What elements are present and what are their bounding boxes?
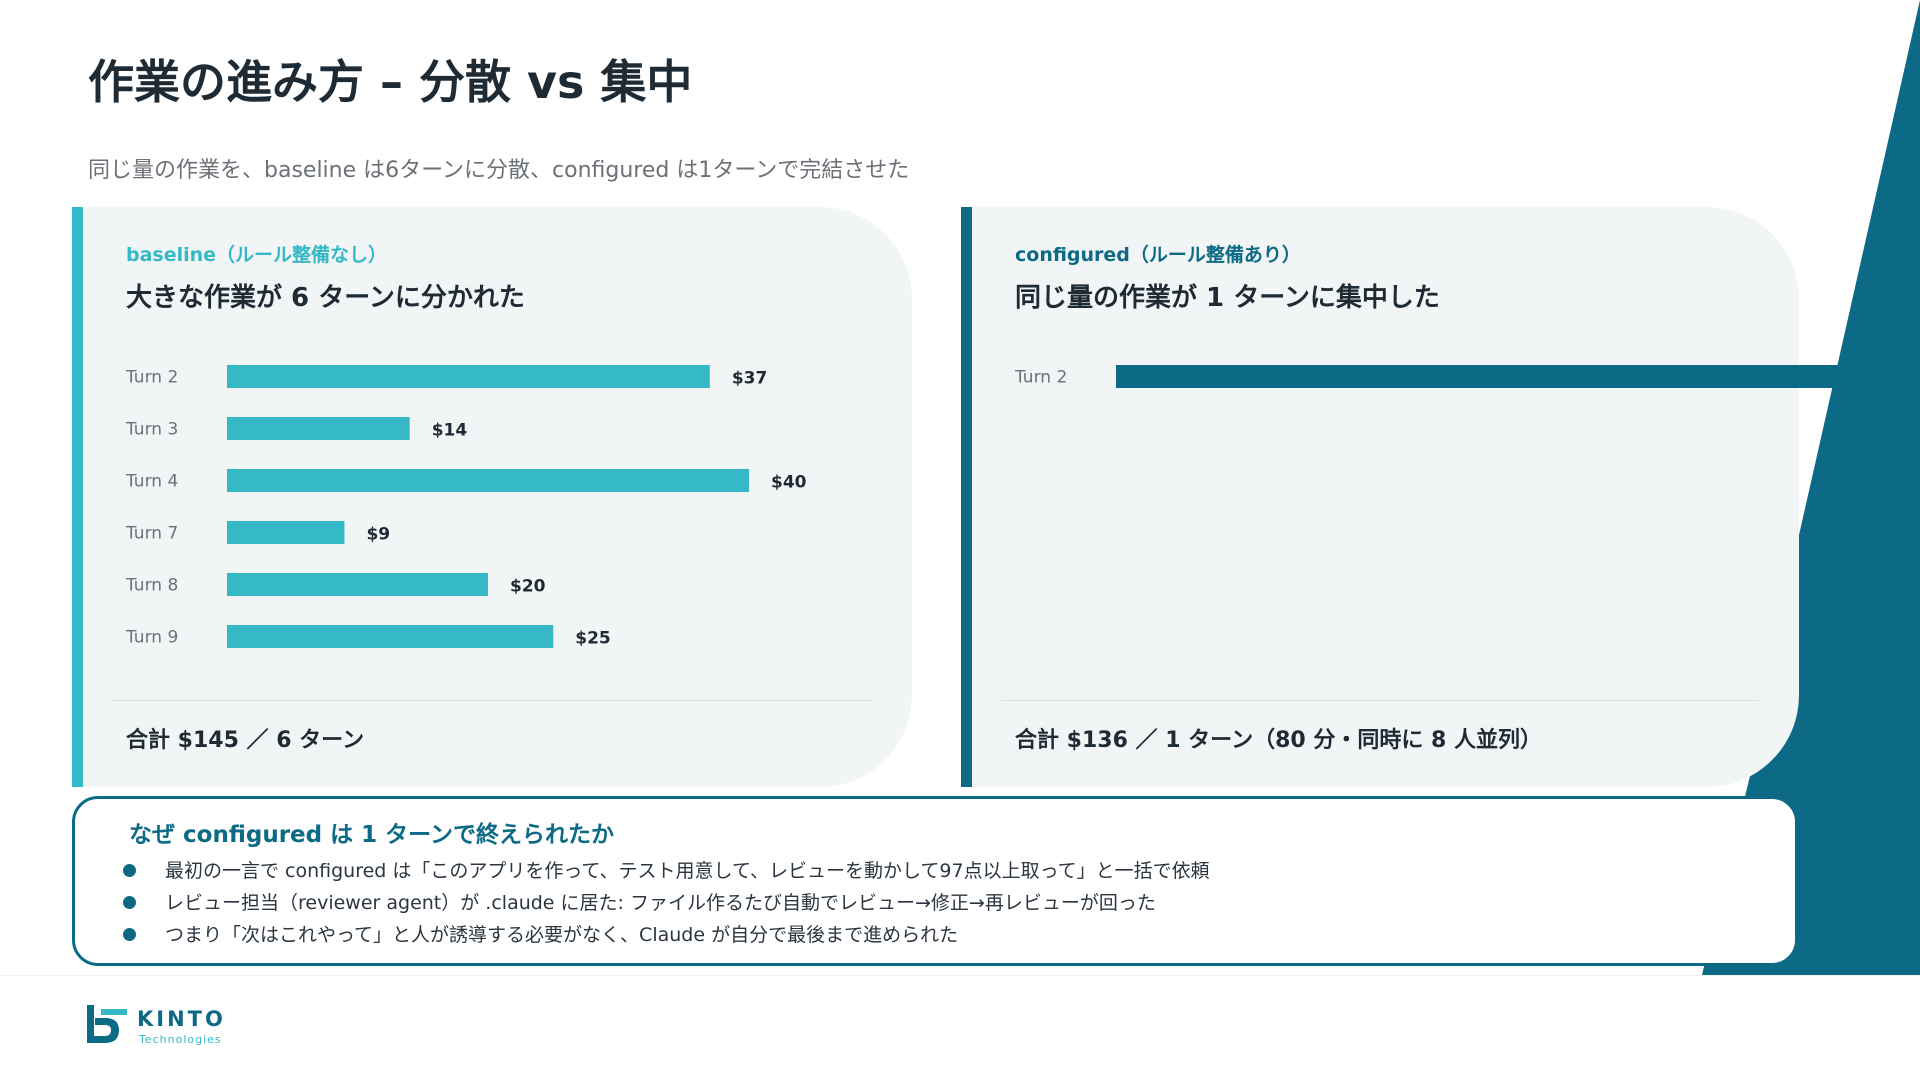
why-list: 最初の一言で configured は「このアプリを作って、テスト用意して、レビ… [119,855,1210,951]
bar [227,469,749,492]
bar-value-label: $40 [771,473,807,493]
bar-value-label: $20 [510,577,546,597]
configured-bar-chart: Turn 2$136 [1014,365,1920,388]
kinto-logo-icon [87,1005,127,1043]
bar [227,521,345,544]
bar-value-label: $37 [732,369,768,389]
configured-divider [1001,700,1759,701]
bar [1116,365,1920,388]
why-item: レビュー担当（reviewer agent）が .claude に居た: ファイ… [119,887,1210,919]
kinto-logo: KINTO Technologies [83,1001,243,1051]
baseline-divider [112,700,872,701]
why-item: つまり「次はこれやって」と人が誘導する必要がなく、Claude が自分で最後まで… [119,919,1210,951]
configured-heading: 同じ量の作業が 1 ターンに集中した [1015,283,1440,313]
bar [227,417,410,440]
page-title: 作業の進み方 – 分散 vs 集中 [88,55,693,109]
bullet-icon [123,928,136,941]
category-label: Turn 9 [125,628,178,648]
baseline-bar-chart: Turn 2 $37 Turn 3 $14 Turn 4 $40 Turn 7 $9 Turn … [125,365,807,649]
page-subtitle: 同じ量の作業を、baseline は6ターンに分散、configured は1タ… [88,158,910,183]
configured-panel: configured（ルール整備あり） 同じ量の作業が 1 ターンに集中した T… [961,207,1920,787]
bar-value-label: $25 [575,629,611,649]
category-label: Turn 8 [125,576,178,596]
bullet-icon [123,864,136,877]
category-label: Turn 4 [125,472,178,492]
category-label: Turn 2 [1014,368,1067,388]
bullet-icon [123,896,136,909]
bar-value-label: $14 [432,421,468,441]
bar-value-label: $9 [366,525,390,545]
why-item-text: 最初の一言で configured は「このアプリを作って、テスト用意して、レビ… [165,860,1210,882]
category-label: Turn 3 [125,420,178,440]
why-box: なぜ configured は 1 ターンで終えられたか 最初の一言で conf… [72,796,1798,966]
baseline-accent-bar [72,207,83,787]
bar [227,365,710,388]
logo-wordmark: KINTO [137,1007,226,1031]
baseline-heading: 大きな作業が 6 ターンに分かれた [126,283,525,313]
why-item: 最初の一言で configured は「このアプリを作って、テスト用意して、レビ… [119,855,1210,887]
baseline-total: 合計 $145 ／ 6 ターン [126,728,365,753]
why-title: なぜ configured は 1 ターンで終えられたか [129,822,614,848]
configured-total: 合計 $136 ／ 1 ターン（80 分・同時に 8 人並列） [1015,728,1542,753]
configured-accent-bar [961,207,972,787]
bar [227,573,488,596]
footer-band [0,975,1920,1080]
category-label: Turn 7 [125,524,178,544]
category-label: Turn 2 [125,368,178,388]
bar [227,625,554,648]
why-item-text: レビュー担当（reviewer agent）が .claude に居た: ファイ… [165,892,1156,914]
configured-label: configured（ルール整備あり） [1015,244,1301,266]
baseline-label: baseline（ルール整備なし） [126,244,388,266]
baseline-panel: baseline（ルール整備なし） 大きな作業が 6 ターンに分かれた Turn… [72,207,912,787]
logo-subtitle: Technologies [139,1033,222,1046]
why-item-text: つまり「次はこれやって」と人が誘導する必要がなく、Claude が自分で最後まで… [165,924,959,946]
